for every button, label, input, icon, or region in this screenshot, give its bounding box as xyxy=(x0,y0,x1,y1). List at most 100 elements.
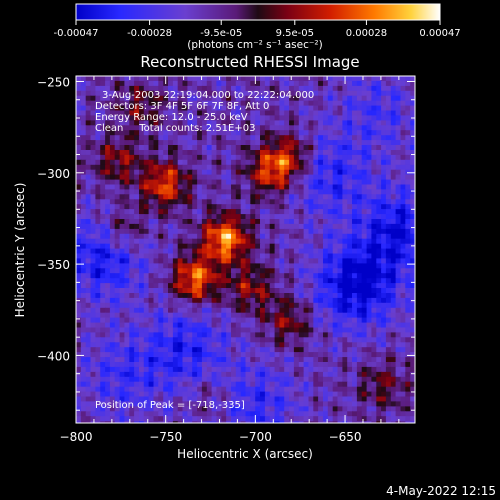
heatmap-cell xyxy=(284,179,290,186)
heatmap-cell xyxy=(255,223,261,230)
heatmap-cell xyxy=(80,223,87,230)
heatmap-cell xyxy=(95,145,101,151)
heatmap-cell xyxy=(148,204,155,210)
heatmap-cell xyxy=(197,125,203,131)
heatmap-cell xyxy=(124,159,130,166)
heatmap-cell xyxy=(366,135,373,141)
heatmap-cell xyxy=(327,164,334,171)
heatmap-cell xyxy=(158,204,164,210)
heatmap-cell xyxy=(143,243,150,250)
heatmap-cell xyxy=(245,297,251,304)
heatmap-cell xyxy=(381,130,387,136)
heatmap-cell xyxy=(192,189,198,195)
heatmap-cell xyxy=(182,357,188,363)
heatmap-cell xyxy=(274,145,281,151)
heatmap-cell xyxy=(337,268,343,274)
heatmap-cell xyxy=(289,342,295,348)
heatmap-cell xyxy=(255,100,261,107)
heatmap-cell xyxy=(148,209,155,215)
heatmap-cell xyxy=(143,164,150,171)
heatmap-cell xyxy=(216,357,222,363)
heatmap-cell xyxy=(250,401,256,407)
heatmap-cell xyxy=(327,322,334,329)
heatmap-cell xyxy=(245,214,251,220)
heatmap-cell xyxy=(332,302,339,309)
heatmap-cell xyxy=(163,243,169,250)
heatmap-cell xyxy=(298,371,305,378)
heatmap-cell xyxy=(245,283,251,289)
heatmap-cell xyxy=(279,352,285,358)
heatmap-cell xyxy=(366,268,373,274)
heatmap-cell xyxy=(318,154,324,161)
heatmap-cell xyxy=(264,140,271,146)
heatmap-cell xyxy=(201,125,208,131)
heatmap-cell xyxy=(187,322,193,329)
heatmap-cell xyxy=(308,238,314,245)
heatmap-cell xyxy=(158,362,164,368)
heatmap-cell xyxy=(260,357,266,363)
heatmap-cell xyxy=(226,110,232,117)
heatmap-cell xyxy=(134,135,140,141)
heatmap-cell xyxy=(153,209,159,215)
heatmap-cell xyxy=(308,209,314,215)
heatmap-cell xyxy=(250,145,256,151)
heatmap-cell xyxy=(95,268,101,274)
heatmap-cell xyxy=(255,184,261,191)
heatmap-cell xyxy=(216,248,222,255)
heatmap-cell xyxy=(124,312,130,319)
heatmap-cell xyxy=(395,184,402,191)
heatmap-cell xyxy=(264,189,271,195)
heatmap-cell xyxy=(139,337,145,343)
heatmap-cell xyxy=(235,159,242,166)
heatmap-cell xyxy=(385,95,392,102)
heatmap-cell xyxy=(279,337,285,343)
heatmap-cell xyxy=(352,297,358,304)
heatmap-cell xyxy=(289,297,295,304)
heatmap-cell xyxy=(284,223,290,230)
heatmap-cell xyxy=(85,105,92,112)
heatmap-cell xyxy=(356,90,363,97)
heatmap-cell xyxy=(226,90,232,97)
heatmap-cell xyxy=(323,386,329,393)
heatmap-cell xyxy=(381,391,387,398)
heatmap-cell xyxy=(90,371,96,378)
heatmap-cell xyxy=(105,263,111,269)
heatmap-cell xyxy=(192,135,198,141)
heatmap-cell xyxy=(332,248,339,255)
heatmap-cell xyxy=(342,150,348,156)
heatmap-cell xyxy=(148,214,155,220)
heatmap-cell xyxy=(390,100,397,107)
heatmap-cell xyxy=(124,95,130,102)
heatmap-cell xyxy=(298,376,305,383)
heatmap-cell xyxy=(158,154,164,161)
heatmap-cell xyxy=(323,184,329,191)
heatmap-cell xyxy=(308,76,314,82)
heatmap-cell xyxy=(308,352,314,358)
heatmap-cell xyxy=(134,76,140,82)
heatmap-cell xyxy=(260,95,266,102)
heatmap-cell xyxy=(255,154,261,161)
heatmap-cell xyxy=(308,273,314,279)
heatmap-cell xyxy=(80,100,87,107)
heatmap-cell xyxy=(134,179,140,186)
heatmap-cell xyxy=(279,90,285,97)
heatmap-cell xyxy=(390,179,397,186)
heatmap-cell xyxy=(192,159,198,166)
heatmap-cell xyxy=(269,381,276,388)
heatmap-cell xyxy=(172,263,179,269)
heatmap-cell xyxy=(308,332,314,338)
heatmap-cell xyxy=(293,204,300,210)
heatmap-cell xyxy=(163,174,169,181)
heatmap-cell xyxy=(289,293,295,299)
heatmap-cell xyxy=(376,258,382,264)
heatmap-cell xyxy=(168,105,174,112)
heatmap-cell xyxy=(352,362,358,368)
heatmap-cell xyxy=(182,248,188,255)
heatmap-cell xyxy=(187,199,193,205)
heatmap-cell xyxy=(148,90,155,97)
heatmap-cell xyxy=(250,135,256,141)
heatmap-cell xyxy=(216,204,222,210)
heatmap-cell xyxy=(289,130,295,136)
heatmap-cell xyxy=(400,85,406,92)
heatmap-cell xyxy=(240,228,247,235)
